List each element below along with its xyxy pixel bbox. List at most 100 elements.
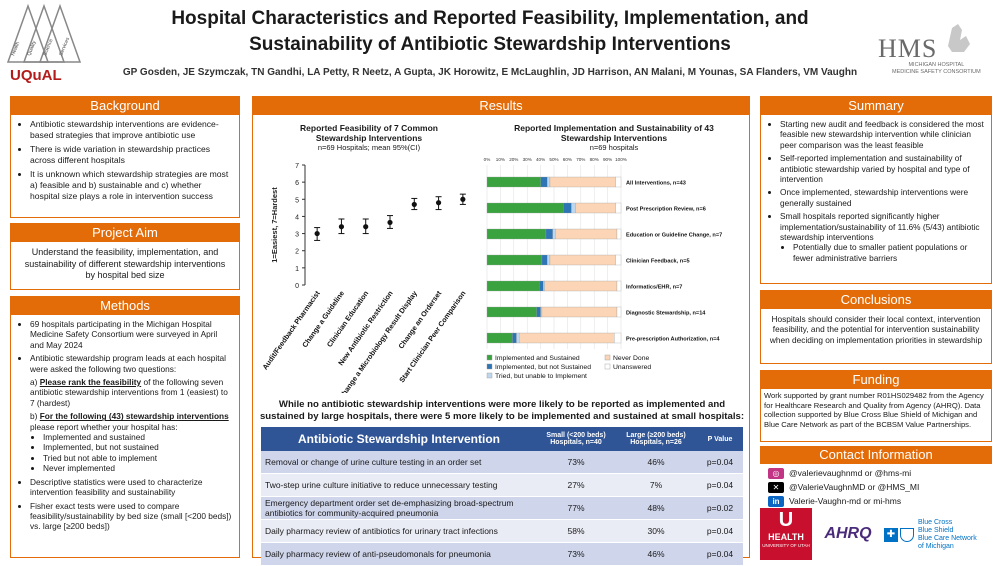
small-pct-cell: 73% <box>537 542 615 566</box>
legend-swatch <box>486 372 493 379</box>
bar-segment <box>539 280 544 292</box>
mean-point <box>460 196 466 202</box>
bar-category-label: Post Prescription Review, n=6 <box>626 207 706 213</box>
contact-section: Contact Information ◎ @valerievaughnmd o… <box>760 446 992 507</box>
bcbs-line: Blue Shield <box>918 527 954 534</box>
options-list: Implemented and sustained Implemented, b… <box>30 432 233 474</box>
chart1-title-line: Reported Feasibility of 7 Common <box>300 123 438 133</box>
x-tick-label: 20% <box>509 157 518 162</box>
results-section: Results Reported Feasibility of 7 Common… <box>252 96 750 566</box>
mean-point <box>411 201 417 208</box>
utah-sub-text: UNIVERSITY OF UTAH <box>762 543 810 548</box>
question-a-rest: of the following seven antibiotic stewar… <box>30 377 228 408</box>
bar-category-label: Pre-prescription Authorization, n=4 <box>626 337 720 343</box>
legend-label: Implemented and Sustained <box>495 355 580 362</box>
hms-wordmark: HMS <box>878 34 938 63</box>
funding-section: Funding Work supported by grant number R… <box>760 370 992 442</box>
table-header-small: Small (<200 beds) Hospitals, n=40 <box>537 427 615 451</box>
bar-category-label: Informatics/EHR, n=7 <box>626 285 682 291</box>
methods-item: 69 hospitals participating in the Michig… <box>30 319 233 350</box>
contact-row-x: ✕ @ValerieVaughnMD or @HMS_MI <box>768 480 984 494</box>
chart2-svg: 0% 10% 20% 30% 40% 50% 60% 70% 80% 90% 100% All Int… <box>484 157 723 380</box>
bcbs-logo: ✚ Blue Cross Blue Shield Blue Care Netwo… <box>884 512 992 558</box>
question-b: b) For the following (43) stewardship in… <box>30 411 233 432</box>
conclusions-section: Conclusions Hospitals should consider th… <box>760 290 992 364</box>
bar-segment <box>615 176 622 188</box>
bar-segment <box>486 228 547 240</box>
results-table: Antibiotic Stewardship Intervention Smal… <box>261 427 743 566</box>
x-tick-label: 90% <box>603 157 612 162</box>
legend-swatch <box>486 354 493 361</box>
results-table-wrap: Antibiotic Stewardship Intervention Smal… <box>261 427 743 566</box>
blue-shield-icon <box>900 528 914 542</box>
utah-health-text: HEALTH <box>768 532 804 542</box>
x-tick-label: 80% <box>590 157 599 162</box>
bar-segment <box>616 306 622 318</box>
methods-item-text: Antibiotic stewardship program leads at … <box>30 353 227 374</box>
x-tick-label: 70% <box>576 157 585 162</box>
implementation-chart: Reported Implementation and Sustainabili… <box>483 123 745 393</box>
mean-point <box>314 230 320 237</box>
small-pct-cell: 77% <box>537 496 615 520</box>
table-row: Daily pharmacy review of anti-pseudomona… <box>261 542 743 566</box>
bar-segment <box>541 306 618 318</box>
x-tick-label: 50% <box>549 157 558 162</box>
legend-swatch <box>604 354 611 361</box>
contact-handle[interactable]: Valerie-Vaughn-md or mi-hms <box>789 496 902 506</box>
background-section: Background Antibiotic stewardship interv… <box>10 96 240 218</box>
contact-heading: Contact Information <box>760 446 992 464</box>
bar-segment <box>486 280 540 292</box>
x-tick-label: 40% <box>536 157 545 162</box>
table-header-line: Small (<200 beds) <box>546 432 606 439</box>
bar-segment <box>549 176 616 188</box>
contact-row-instagram: ◎ @valerievaughnmd or @hms-mi <box>768 466 984 480</box>
legend-swatch <box>486 363 493 370</box>
bar-segment <box>575 202 616 214</box>
results-statement-line: sustained by large hospitals, there were… <box>259 411 745 422</box>
y-tick-label: 7 <box>295 163 299 170</box>
uqual-word: Quality <box>26 40 38 57</box>
x-tick-label: 60% <box>563 157 572 162</box>
summary-heading: Summary <box>761 97 991 115</box>
small-pct-cell: 58% <box>537 519 615 543</box>
summary-item: Starting new audit and feedback is consi… <box>780 119 985 150</box>
intervention-cell: Two-step urine culture initiative to red… <box>261 473 537 497</box>
table-header-line: Hospitals, n=40 <box>550 439 602 446</box>
legend-label: Unanswered <box>613 364 651 371</box>
contact-handle[interactable]: @ValerieVaughnMD or @HMS_MI <box>789 482 920 492</box>
x-category-label: Change an Orderset <box>396 288 443 350</box>
uqual-wordmark: UQuAL <box>10 67 62 84</box>
methods-heading: Methods <box>11 297 239 315</box>
poster-title: Hospital Characteristics and Reported Fe… <box>110 6 870 58</box>
y-tick-label: 6 <box>295 180 299 187</box>
utah-u-icon: U <box>778 509 794 531</box>
hms-subtitle: MICHIGAN HOSPITAL MEDICINE SAFETY CONSOR… <box>892 62 981 76</box>
question-b-bold: For the following (43) stewardship inter… <box>39 411 229 422</box>
table-header-pvalue: P Value <box>697 427 743 451</box>
x-tick-label: 10% <box>496 157 505 162</box>
bar-segment <box>563 202 572 214</box>
intervention-cell: Daily pharmacy review of anti-pseudomona… <box>261 542 537 566</box>
ahrq-logo: AHRQ <box>818 516 878 552</box>
question-b-prefix: b) <box>30 411 38 422</box>
y-tick-label: 5 <box>295 197 299 204</box>
question-a: a) Please rank the feasibility of the fo… <box>30 377 233 408</box>
large-pct-cell: 46% <box>615 542 697 566</box>
bar-segment <box>540 176 548 188</box>
table-row: Daily pharmacy review of antibiotics for… <box>261 519 743 543</box>
summary-item-text: Small hospitals reported significantly h… <box>780 211 980 243</box>
small-pct-cell: 27% <box>537 473 615 497</box>
option-item: Tried but not able to implement <box>43 453 233 463</box>
bar-segment <box>547 176 551 188</box>
intervention-cell: Emergency department order set de-emphas… <box>261 496 537 520</box>
ahrq-text: AHRQ <box>824 525 872 542</box>
conclusions-heading: Conclusions <box>761 291 991 309</box>
methods-item: Antibiotic stewardship program leads at … <box>30 353 233 473</box>
x-tick-label: 0% <box>484 157 491 162</box>
chart1-subtitle: n=69 Hospitals; mean 95%(CI) <box>317 143 421 152</box>
methods-item: Descriptive statistics were used to char… <box>30 477 233 498</box>
contact-handle[interactable]: @valerievaughnmd or @hms-mi <box>789 468 912 478</box>
aim-section: Project Aim Understand the feasibility, … <box>10 223 240 290</box>
results-heading: Results <box>253 97 749 115</box>
bar-segment <box>544 280 618 292</box>
